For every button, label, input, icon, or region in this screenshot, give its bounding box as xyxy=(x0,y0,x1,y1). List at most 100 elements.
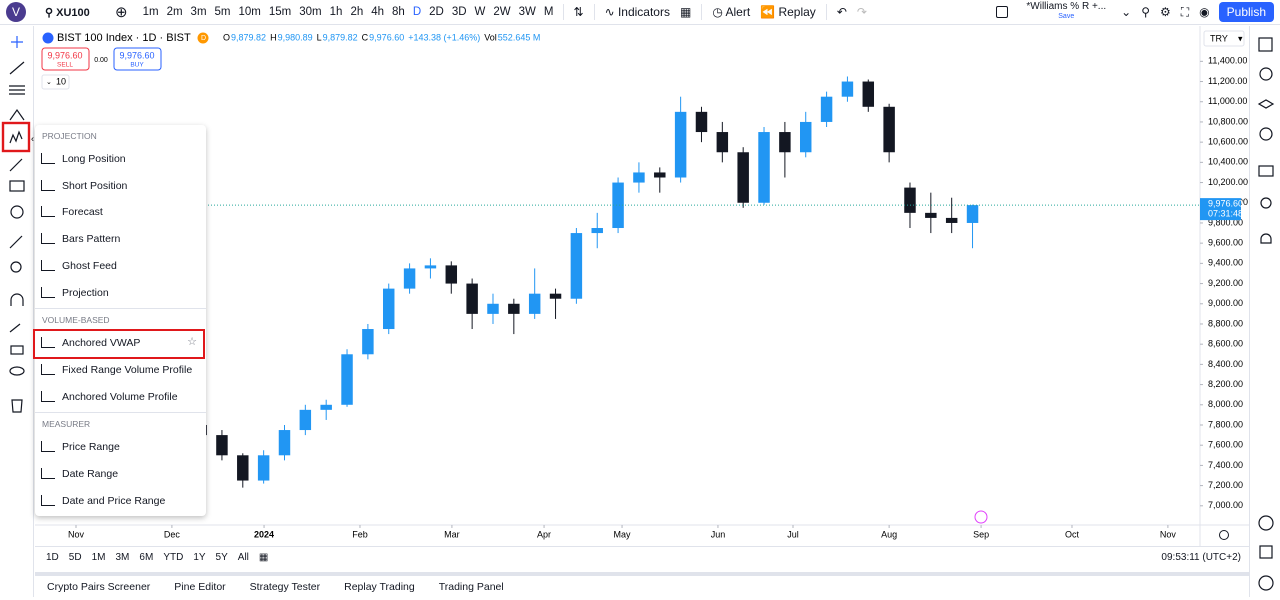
ideas[interactable] xyxy=(1259,127,1273,141)
chats[interactable] xyxy=(1258,165,1274,177)
pattern-tool[interactable] xyxy=(9,108,25,121)
text-tool[interactable] xyxy=(9,180,25,192)
interval[interactable]: 15m xyxy=(268,6,292,18)
range-button[interactable]: 5Y xyxy=(215,552,228,563)
cursor-tool[interactable] xyxy=(11,36,23,48)
interval[interactable]: 1h xyxy=(329,6,343,18)
interval[interactable]: W xyxy=(474,6,486,18)
range-button[interactable]: 3M xyxy=(115,552,130,563)
interval[interactable]: 2W xyxy=(493,6,511,18)
interval[interactable]: 30m xyxy=(299,6,322,18)
interval[interactable]: D xyxy=(412,6,422,18)
go-to-date[interactable]: ▦ xyxy=(258,552,269,563)
calendar[interactable] xyxy=(1259,545,1273,559)
sell-button[interactable] xyxy=(41,47,90,71)
templates[interactable]: ▦ xyxy=(679,5,692,19)
menu-item[interactable]: Short Position xyxy=(35,173,206,200)
interval[interactable]: 1m xyxy=(142,6,159,18)
interval[interactable]: 3W xyxy=(518,6,536,18)
menu-item[interactable]: Date Range xyxy=(35,461,206,488)
menu-item[interactable]: Ghost Feed xyxy=(35,253,206,280)
clock[interactable]: 09:53:11 (UTC+2) xyxy=(1161,552,1241,563)
panel-tab[interactable]: Trading Panel xyxy=(438,580,504,593)
layout[interactable]: *Williams % R +... Save xyxy=(1016,2,1116,22)
earnings-marker[interactable] xyxy=(974,510,988,524)
redo[interactable]: ↷ xyxy=(856,5,867,19)
interval[interactable]: 3m xyxy=(190,6,207,18)
publish[interactable]: Publish xyxy=(1218,2,1274,22)
fullscreen[interactable]: ⛶ xyxy=(1180,4,1190,19)
alert-button[interactable]: ◷ Alert xyxy=(712,5,751,19)
streams[interactable] xyxy=(1260,197,1272,209)
menu-section-title: PROJECTION xyxy=(42,131,97,141)
menu-item[interactable]: Bars Pattern xyxy=(35,226,206,253)
panel-tab[interactable]: Replay Trading xyxy=(344,580,415,593)
menu-item[interactable]: Anchored VWAP ☆ xyxy=(33,329,206,360)
menu-item[interactable]: Fixed Range Volume Profile xyxy=(35,357,206,384)
brush-tool[interactable] xyxy=(9,158,23,172)
lock-drawings[interactable] xyxy=(9,323,21,333)
range-button[interactable]: 5D xyxy=(68,552,82,563)
panel-tab[interactable]: Crypto Pairs Screener xyxy=(47,580,151,593)
undo[interactable]: ↶ xyxy=(836,5,847,19)
candle-body xyxy=(424,265,437,269)
menu-item[interactable]: Date and Price Range xyxy=(35,488,206,515)
fib-tool[interactable] xyxy=(9,85,25,95)
screenshot[interactable]: ◉ xyxy=(1199,5,1210,19)
chart-type[interactable]: ⇅ xyxy=(573,5,584,19)
help[interactable] xyxy=(1258,575,1274,591)
data-window[interactable] xyxy=(1257,99,1275,109)
range-button[interactable]: 1D xyxy=(46,552,59,563)
range-button[interactable]: 1M xyxy=(91,552,106,563)
interval[interactable]: M xyxy=(543,6,554,18)
menu-item[interactable]: Projection xyxy=(35,280,206,307)
magnet-tool[interactable] xyxy=(10,293,24,306)
layout-menu[interactable]: ⌄ xyxy=(1121,5,1132,19)
compare[interactable]: ⊕ xyxy=(115,4,128,21)
range-button[interactable]: YTD xyxy=(163,552,184,563)
axis-settings[interactable] xyxy=(1219,530,1229,540)
buy-button[interactable] xyxy=(113,47,162,71)
delete-tool[interactable] xyxy=(11,399,23,413)
collapse-arrow[interactable]: ‹ xyxy=(31,133,34,143)
settings[interactable]: ⚙ xyxy=(1159,5,1171,19)
ruler-tool[interactable] xyxy=(9,235,23,249)
interval[interactable]: 2m xyxy=(166,6,183,18)
trend-line-tool[interactable] xyxy=(9,61,25,75)
menu-item[interactable]: Forecast xyxy=(35,199,206,226)
menu-item[interactable]: Long Position xyxy=(35,146,206,173)
interval[interactable]: 2D xyxy=(429,6,444,18)
watchlist[interactable] xyxy=(1258,37,1273,52)
dom[interactable] xyxy=(1258,515,1274,531)
panel-tab[interactable]: Strategy Tester xyxy=(249,580,321,593)
replay-button[interactable]: ⏪ Replay xyxy=(760,5,816,19)
avatar[interactable]: V xyxy=(6,2,26,22)
icon-tool[interactable] xyxy=(10,205,24,219)
menu-item[interactable]: Anchored Volume Profile xyxy=(35,384,206,411)
projection-tool[interactable] xyxy=(9,130,23,144)
indicator-count: 10 xyxy=(56,76,66,86)
interval[interactable]: 2h xyxy=(350,6,364,18)
panel-tab[interactable]: Pine Editor xyxy=(174,580,226,593)
interval[interactable]: 10m xyxy=(238,6,261,18)
currency-box[interactable] xyxy=(1203,30,1245,47)
symbol-search[interactable]: ⚲ XU100 xyxy=(45,6,90,19)
range-button[interactable]: 1Y xyxy=(193,552,206,563)
range-button[interactable]: All xyxy=(237,552,249,563)
interval[interactable]: 3D xyxy=(451,6,467,18)
interval[interactable]: 8h xyxy=(392,6,405,18)
interval[interactable]: 4h xyxy=(371,6,385,18)
indicators-button[interactable]: ∿ Indicators xyxy=(604,5,670,19)
notifications[interactable] xyxy=(1260,233,1272,244)
indicator-toggle[interactable] xyxy=(41,74,70,90)
visibility-tool[interactable] xyxy=(9,366,25,376)
zoom-tool[interactable] xyxy=(10,261,22,273)
layout-checkbox[interactable] xyxy=(996,6,1009,18)
interval[interactable]: 5m xyxy=(214,6,231,18)
range-button[interactable]: 6M xyxy=(139,552,154,563)
quick-search[interactable]: ⚲ xyxy=(1141,5,1150,19)
alerts[interactable] xyxy=(1259,67,1273,81)
lock-tool[interactable] xyxy=(10,345,24,355)
menu-item[interactable]: Price Range xyxy=(35,434,206,461)
favorite-star[interactable]: ☆ xyxy=(187,336,197,349)
